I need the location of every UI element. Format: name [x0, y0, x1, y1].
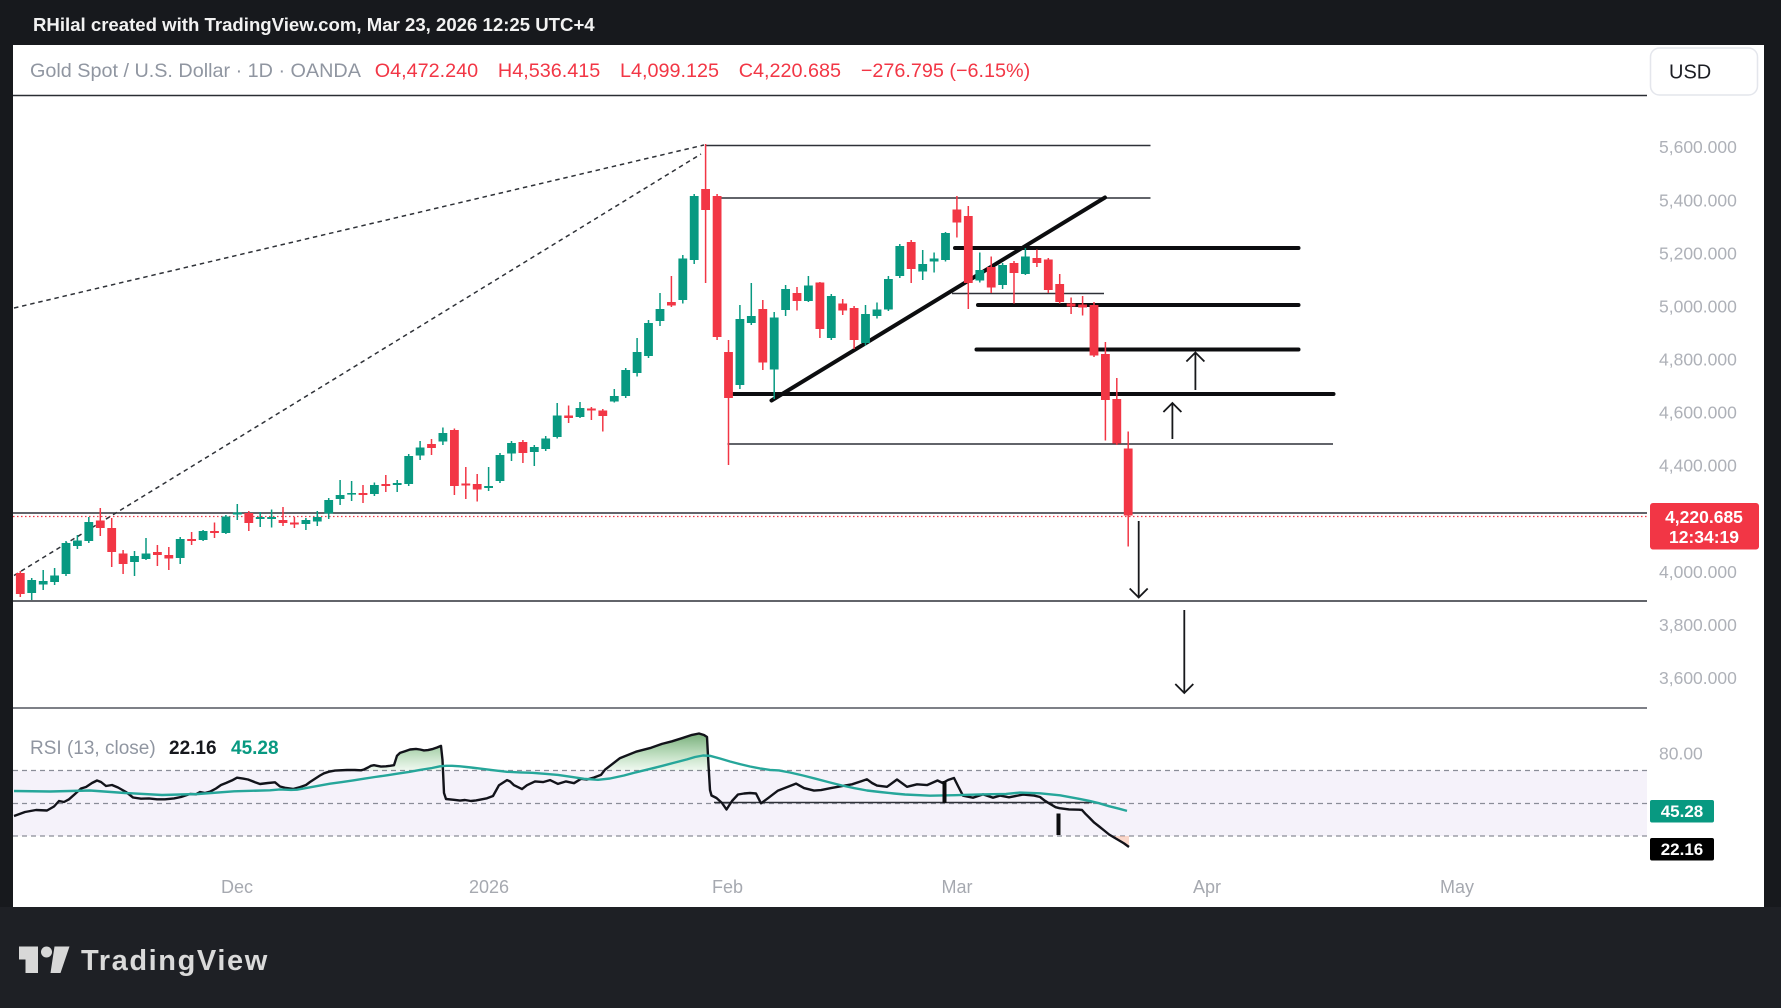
- svg-text:Dec: Dec: [221, 877, 253, 897]
- svg-text:45.28: 45.28: [1661, 802, 1704, 821]
- svg-text:4,600.000: 4,600.000: [1659, 403, 1737, 423]
- svg-text:RHilal created with TradingVie: RHilal created with TradingView.com, Mar…: [33, 14, 595, 35]
- svg-text:4,220.685: 4,220.685: [1665, 507, 1743, 527]
- svg-text:RSI (13, close): RSI (13, close): [30, 738, 156, 759]
- svg-text:Apr: Apr: [1193, 877, 1221, 897]
- svg-text:5,400.000: 5,400.000: [1659, 191, 1737, 211]
- svg-text:4,400.000: 4,400.000: [1659, 456, 1737, 476]
- svg-text:5,200.000: 5,200.000: [1659, 244, 1737, 264]
- svg-text:22.16: 22.16: [1661, 840, 1704, 859]
- svg-text:3,600.000: 3,600.000: [1659, 668, 1737, 688]
- svg-text:45.28: 45.28: [231, 738, 279, 759]
- svg-text:22.16: 22.16: [169, 738, 217, 759]
- svg-text:Gold Spot / U.S. Dollar · 1D ·: Gold Spot / U.S. Dollar · 1D · OANDA O4,…: [30, 60, 1030, 82]
- svg-text:3,800.000: 3,800.000: [1659, 615, 1737, 635]
- svg-text:2026: 2026: [469, 877, 509, 897]
- svg-text:4,000.000: 4,000.000: [1659, 562, 1737, 582]
- svg-text:5,600.000: 5,600.000: [1659, 137, 1737, 157]
- svg-text:Mar: Mar: [942, 877, 973, 897]
- svg-text:May: May: [1440, 877, 1474, 897]
- svg-text:4,800.000: 4,800.000: [1659, 350, 1737, 370]
- svg-text:Feb: Feb: [712, 877, 743, 897]
- svg-text:TradingView: TradingView: [81, 945, 269, 977]
- svg-text:80.00: 80.00: [1659, 744, 1703, 764]
- svg-text:12:34:19: 12:34:19: [1669, 527, 1739, 547]
- svg-text:USD: USD: [1669, 62, 1711, 84]
- svg-text:5,000.000: 5,000.000: [1659, 297, 1737, 317]
